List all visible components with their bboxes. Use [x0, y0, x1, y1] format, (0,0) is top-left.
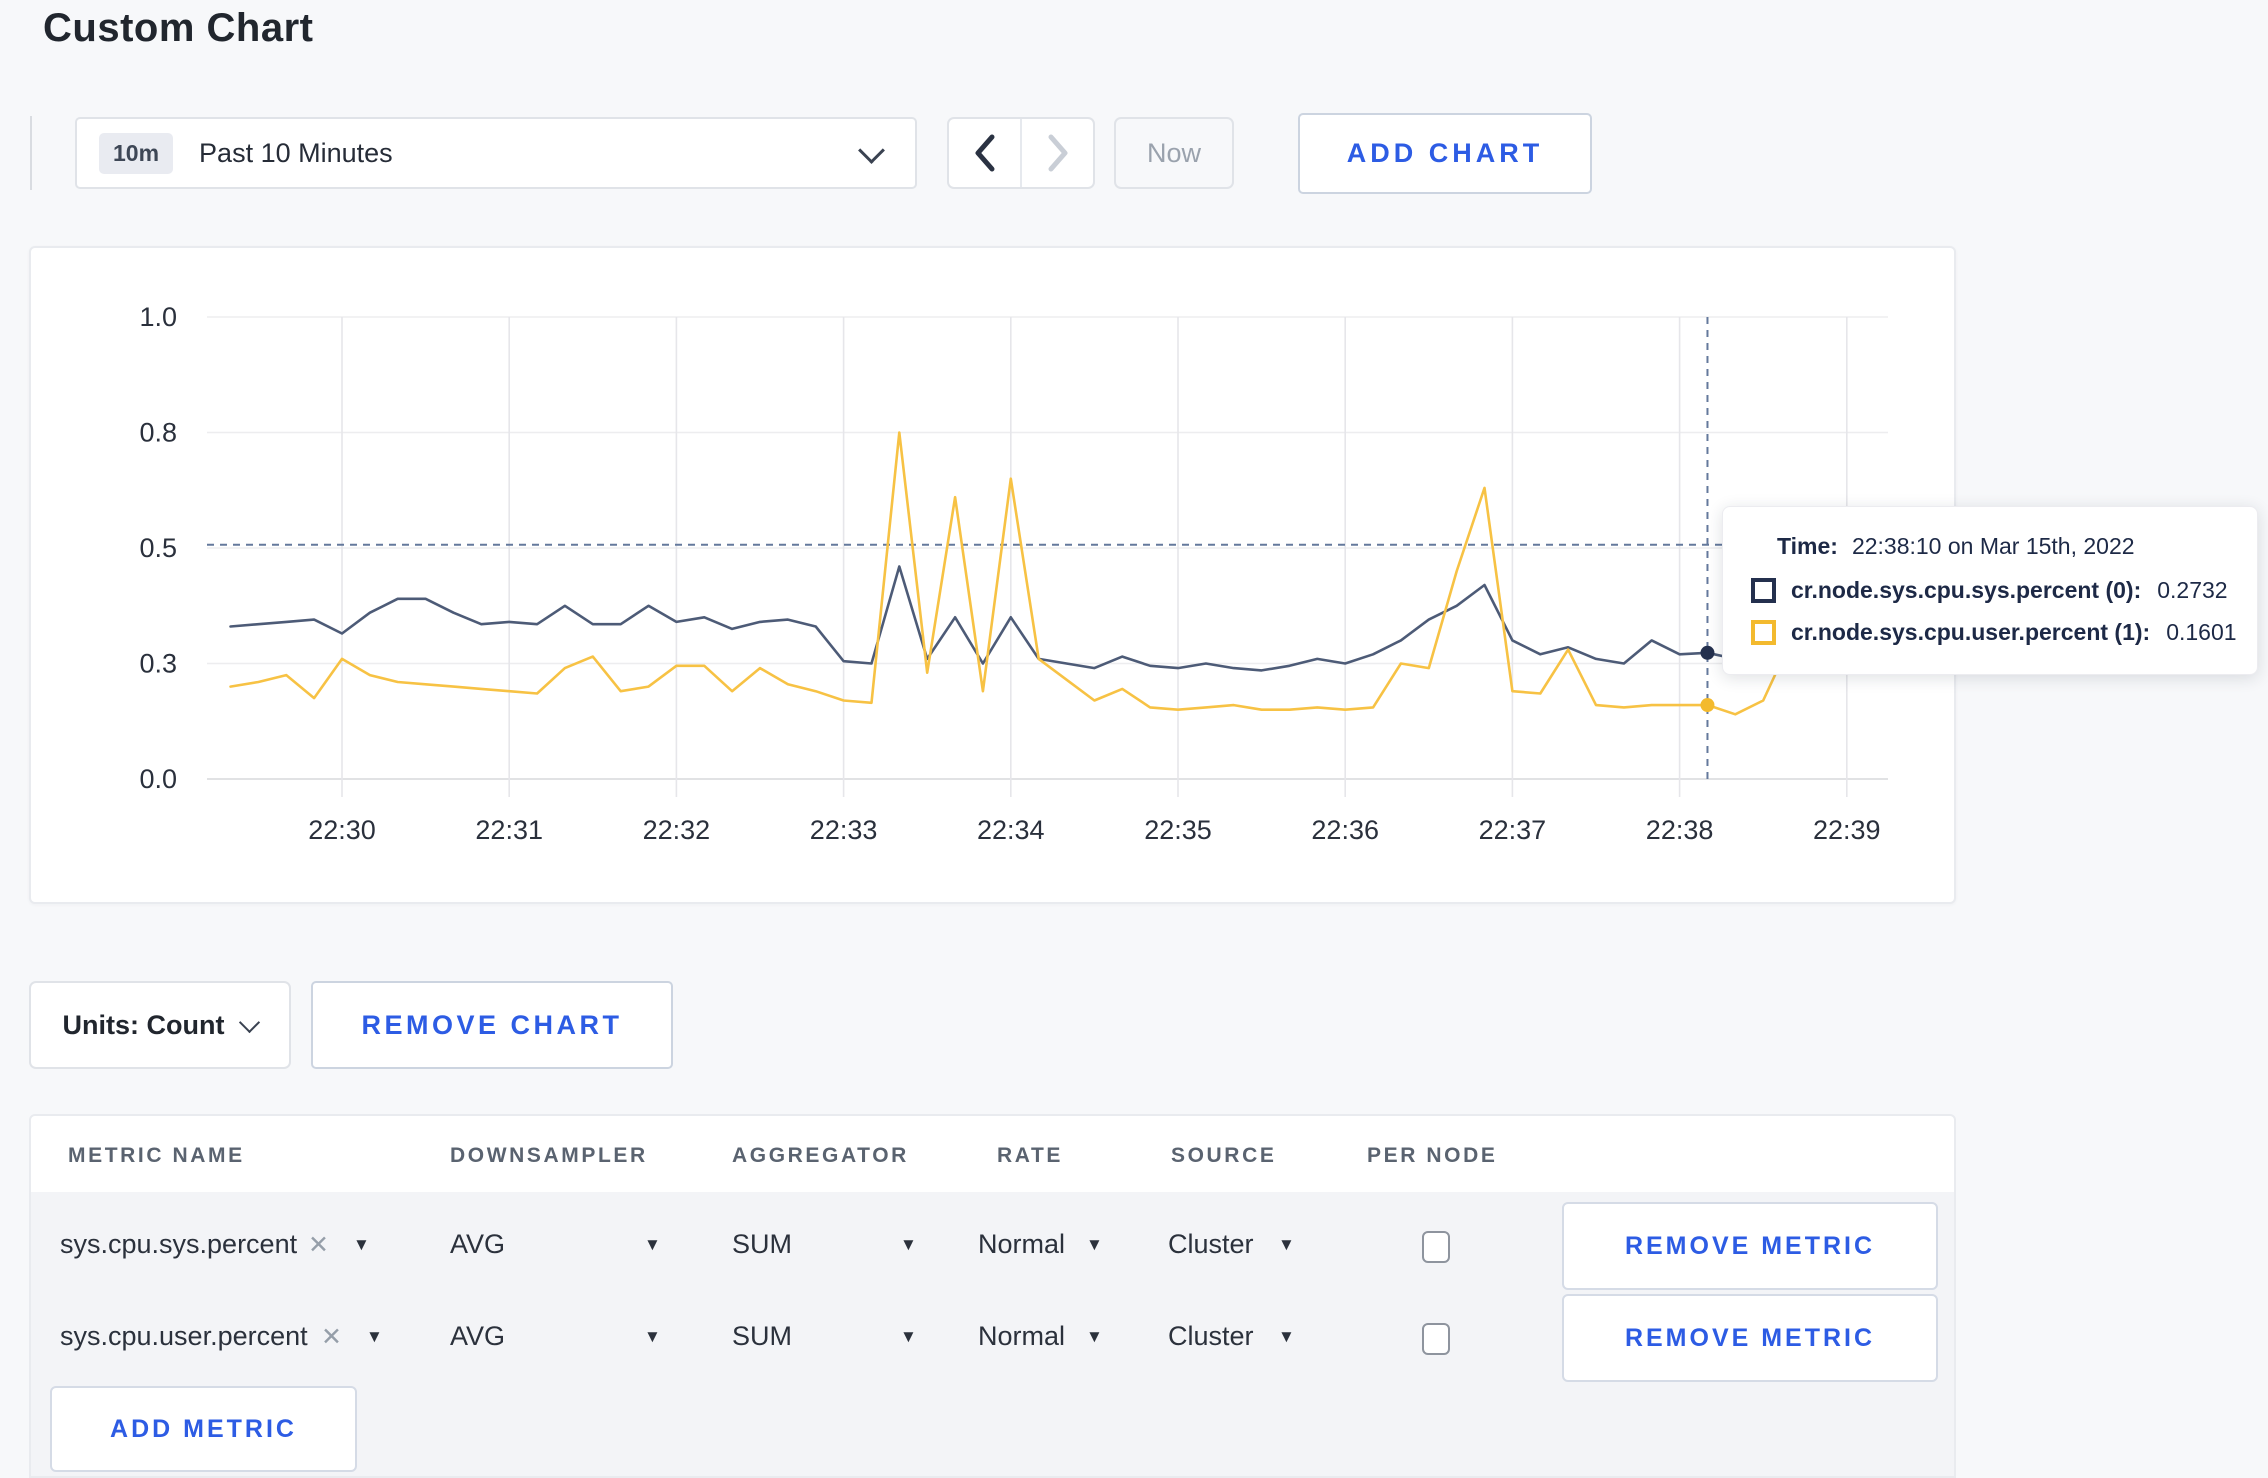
- page-title: Custom Chart: [43, 6, 314, 50]
- rate-caret-icon[interactable]: ▼: [1086, 1327, 1103, 1346]
- time-nav-group: [947, 117, 1095, 189]
- chart-card: 0.0 0.3 0.5 0.8 1.0 22:30 22:31 22:32 22:33 22:34…: [29, 246, 1956, 904]
- aggregator-value[interactable]: SUM: [732, 1321, 792, 1351]
- source-value[interactable]: Cluster: [1168, 1229, 1254, 1259]
- x-axis-tick-label: 22:37: [1479, 815, 1547, 845]
- aggregator-caret-icon[interactable]: ▼: [900, 1235, 917, 1254]
- units-select[interactable]: Units: Count: [29, 981, 291, 1069]
- now-button[interactable]: Now: [1114, 117, 1234, 189]
- add-metric-button[interactable]: ADD METRIC: [50, 1386, 357, 1472]
- x-axis-tick-label: 22:34: [977, 815, 1045, 845]
- tooltip-series-value: 0.1601: [2166, 619, 2237, 645]
- metric-dropdown-caret-icon[interactable]: ▼: [353, 1235, 370, 1254]
- metric-name-value[interactable]: sys.cpu.user.percent: [60, 1321, 308, 1351]
- add-chart-button[interactable]: ADD CHART: [1298, 113, 1592, 194]
- time-range-select[interactable]: 10m Past 10 Minutes: [75, 117, 917, 189]
- rate-value[interactable]: Normal: [978, 1321, 1066, 1351]
- metrics-table: METRIC NAME DOWNSAMPLER AGGREGATOR RATE …: [29, 1114, 1956, 1478]
- aggregator-caret-icon[interactable]: ▼: [900, 1327, 917, 1346]
- tooltip-series-value: 0.2732: [2157, 577, 2228, 603]
- toolbar-left-divider: [30, 116, 32, 190]
- rate-value[interactable]: Normal: [978, 1229, 1066, 1259]
- prev-time-button[interactable]: [949, 119, 1020, 187]
- tooltip-row: cr.node.sys.cpu.sys.percent (0): 0.2732: [1751, 577, 2233, 604]
- x-axis-tick-label: 22:32: [643, 815, 711, 845]
- col-header-metric-name: METRIC NAME: [68, 1144, 245, 1167]
- chevron-left-icon: [975, 134, 994, 172]
- source-caret-icon[interactable]: ▼: [1278, 1327, 1295, 1346]
- x-axis-tick-label: 22:30: [308, 815, 376, 845]
- remove-metric-button[interactable]: REMOVE METRIC: [1562, 1202, 1938, 1290]
- tooltip-time-label: Time:: [1777, 533, 1838, 559]
- chart-tooltip: Time: 22:38:10 on Mar 15th, 2022 cr.node.…: [1722, 506, 2258, 675]
- x-axis-tick-label: 22:39: [1813, 815, 1881, 845]
- units-label: Units: Count: [62, 1009, 225, 1040]
- clear-metric-icon[interactable]: ✕: [321, 1323, 342, 1351]
- metric-name-value[interactable]: sys.cpu.sys.percent: [60, 1229, 298, 1259]
- downsampler-caret-icon[interactable]: ▼: [644, 1327, 661, 1346]
- source-value[interactable]: Cluster: [1168, 1321, 1254, 1351]
- series-sys-swatch-icon: [1751, 578, 1776, 603]
- per-node-checkbox[interactable]: [1422, 1323, 1450, 1355]
- col-header-per-node: PER NODE: [1367, 1144, 1498, 1167]
- source-caret-icon[interactable]: ▼: [1278, 1235, 1295, 1254]
- series-line-1: [229, 431, 1849, 716]
- tooltip-series-label: cr.node.sys.cpu.user.percent (1):: [1791, 619, 2151, 645]
- y-axis-tick-label: 0.8: [139, 418, 177, 448]
- col-header-downsampler: DOWNSAMPLER: [450, 1144, 648, 1167]
- y-axis-tick-label: 0.3: [139, 649, 177, 679]
- remove-metric-button[interactable]: REMOVE METRIC: [1562, 1294, 1938, 1382]
- series-user-swatch-icon: [1751, 620, 1776, 645]
- crosshair-point-1: [1700, 698, 1715, 713]
- time-range-label: Past 10 Minutes: [199, 137, 393, 168]
- y-axis-tick-label: 0.5: [139, 533, 177, 563]
- downsampler-caret-icon[interactable]: ▼: [644, 1235, 661, 1254]
- y-axis-tick-label: 1.0: [139, 302, 177, 332]
- next-time-button[interactable]: [1020, 119, 1093, 187]
- col-header-source: SOURCE: [1171, 1144, 1277, 1167]
- remove-chart-button[interactable]: REMOVE CHART: [311, 981, 673, 1069]
- x-axis-tick-label: 22:31: [475, 815, 543, 845]
- downsampler-value[interactable]: AVG: [450, 1229, 506, 1259]
- chevron-right-icon: [1048, 134, 1067, 172]
- tooltip-series-label: cr.node.sys.cpu.sys.percent (0):: [1791, 577, 2142, 603]
- col-header-rate: RATE: [997, 1144, 1064, 1167]
- crosshair-point-0: [1700, 645, 1715, 660]
- time-range-badge: 10m: [99, 132, 174, 174]
- x-axis-tick-label: 22:35: [1144, 815, 1212, 845]
- chevron-down-icon: [239, 1011, 261, 1033]
- downsampler-value[interactable]: AVG: [450, 1321, 506, 1351]
- rate-caret-icon[interactable]: ▼: [1086, 1235, 1103, 1254]
- clear-metric-icon[interactable]: ✕: [308, 1231, 329, 1259]
- x-axis-tick-label: 22:36: [1311, 815, 1379, 845]
- tooltip-time-value: 22:38:10 on Mar 15th, 2022: [1851, 533, 2135, 559]
- tooltip-row: cr.node.sys.cpu.user.percent (1): 0.1601: [1751, 619, 2237, 646]
- x-axis-tick-label: 22:38: [1646, 815, 1714, 845]
- tooltip-time: Time: 22:38:10 on Mar 15th, 2022: [1777, 533, 2233, 560]
- x-axis-tick-label: 22:33: [810, 815, 878, 845]
- per-node-checkbox[interactable]: [1422, 1231, 1450, 1263]
- aggregator-value[interactable]: SUM: [732, 1229, 792, 1259]
- metric-dropdown-caret-icon[interactable]: ▼: [366, 1327, 383, 1346]
- col-header-aggregator: AGGREGATOR: [732, 1144, 909, 1167]
- y-axis-tick-label: 0.0: [139, 764, 177, 794]
- timeseries-chart[interactable]: 0.0 0.3 0.5 0.8 1.0 22:30 22:31 22:32 22:33 22:34…: [31, 248, 1954, 902]
- chevron-down-icon: [858, 137, 885, 164]
